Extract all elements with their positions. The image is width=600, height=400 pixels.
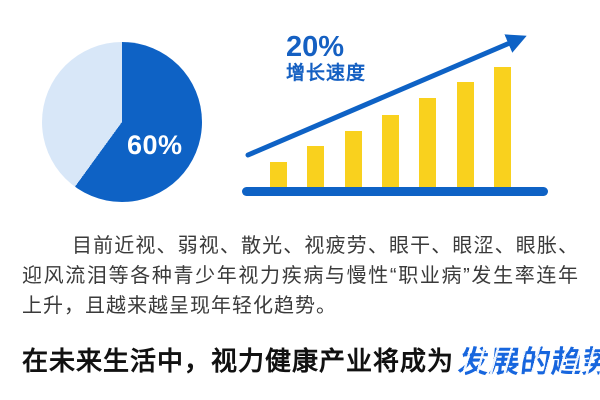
bar-1	[270, 162, 287, 187]
pie-graphic	[42, 42, 202, 202]
x-axis-baseline	[242, 187, 548, 196]
pie-chart: 60%	[0, 0, 230, 215]
bar-chart: 20% 增长速度	[240, 20, 552, 200]
headline-highlight: 发展的趋势	[457, 337, 600, 381]
bar-5	[419, 98, 436, 187]
bar-4	[382, 115, 399, 187]
headline-text: 在未来生活中，视力健康产业将成为	[22, 346, 455, 376]
growth-annotation: 20% 增长速度	[286, 31, 367, 85]
pie-slice-label: 60%	[127, 130, 183, 160]
trend-arrow-icon	[245, 34, 527, 158]
headline: 在未来生活中，视力健康产业将成为发展的趋势	[22, 337, 600, 381]
growth-rate-value: 20%	[286, 31, 345, 63]
bar-7	[494, 67, 511, 187]
bar-series	[240, 20, 552, 200]
body-paragraph: 目前近视、弱视、散光、视疲劳、眼干、眼涩、眼胀、迎风流泪等各种青少年视力疾病与慢…	[22, 235, 579, 317]
growth-rate-label: 增长速度	[286, 62, 367, 84]
bar-6	[457, 82, 474, 187]
bar-2	[307, 146, 324, 187]
bar-3	[345, 131, 362, 187]
trend-arrow-line	[245, 34, 527, 158]
